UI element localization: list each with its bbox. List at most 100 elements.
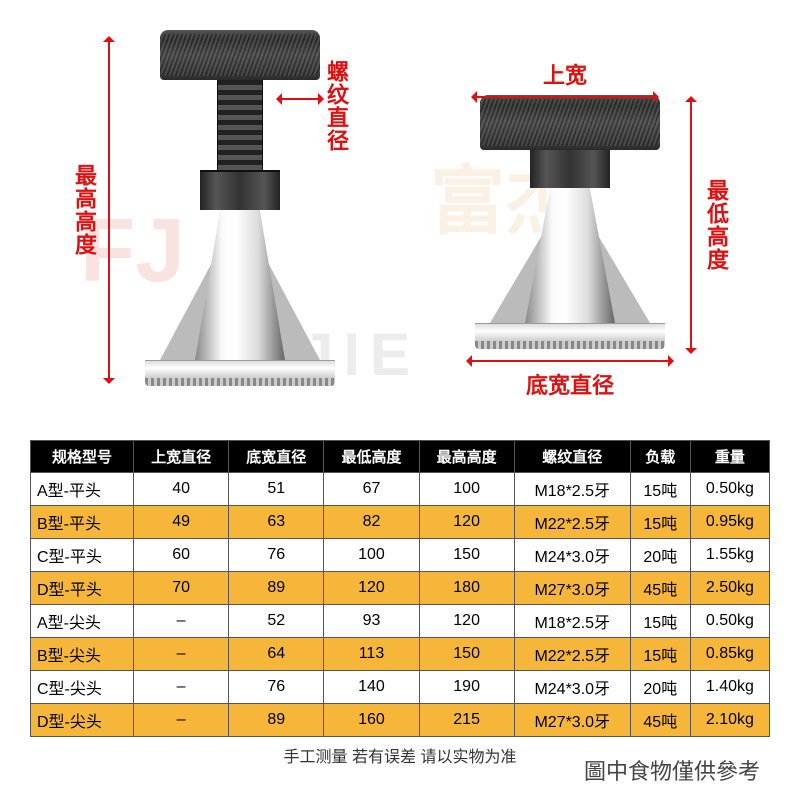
table-cell: 15吨 — [630, 605, 690, 638]
table-cell: B型-平头 — [31, 506, 134, 539]
table-head: 规格型号上宽直径底宽直径最低高度最高高度螺纹直径负载重量 — [31, 441, 770, 473]
table-header-row: 规格型号上宽直径底宽直径最低高度最高高度螺纹直径负载重量 — [31, 441, 770, 473]
table-cell: A型-尖头 — [31, 605, 134, 638]
table-row: B型-平头496382120M22*2.5牙15吨0.95kg — [31, 506, 770, 539]
dim-label: 上宽 — [475, 58, 655, 90]
table-cell: 40 — [134, 473, 229, 506]
table-cell: 180 — [419, 572, 514, 605]
table-cell: 45吨 — [630, 704, 690, 737]
dim-label: 螺纹直径 — [320, 60, 352, 152]
table-cell: 49 — [134, 506, 229, 539]
hex-nut — [200, 170, 280, 210]
table-cell: 0.95kg — [690, 506, 769, 539]
table-cell: 82 — [324, 506, 419, 539]
col-header: 最低高度 — [324, 441, 419, 473]
table-cell: 0.50kg — [690, 473, 769, 506]
table-cell: C型-平头 — [31, 539, 134, 572]
table-cell: D型-尖头 — [31, 704, 134, 737]
knurled-cap — [160, 30, 320, 80]
dim-thread-dia: 螺纹直径 — [320, 60, 352, 152]
overlay-note: 圖中食物僅供參考 — [584, 754, 760, 786]
col-header: 规格型号 — [31, 441, 134, 473]
base-plate — [475, 323, 665, 348]
table-cell: M24*3.0牙 — [514, 671, 630, 704]
table-cell: M22*2.5牙 — [514, 506, 630, 539]
dim-min-height: 最低高度 — [690, 100, 732, 350]
jack-collapsed — [460, 95, 680, 405]
knurled-cap — [480, 95, 660, 150]
col-header: 上宽直径 — [134, 441, 229, 473]
dim-line — [470, 360, 670, 362]
dim-line — [108, 40, 110, 380]
table-cell: M22*2.5牙 — [514, 638, 630, 671]
table-cell: 2.50kg — [690, 572, 769, 605]
table-cell: M27*3.0牙 — [514, 572, 630, 605]
col-header: 底宽直径 — [229, 441, 324, 473]
table-cell: 70 — [134, 572, 229, 605]
table-cell: 215 — [419, 704, 514, 737]
dim-line — [690, 100, 692, 350]
dim-base-width: 底宽直径 — [470, 360, 670, 400]
table-cell: 2.10kg — [690, 704, 769, 737]
table-cell: – — [134, 638, 229, 671]
table-cell: 120 — [324, 572, 419, 605]
table-cell: B型-尖头 — [31, 638, 134, 671]
table-cell: 89 — [229, 704, 324, 737]
threaded-rod — [217, 80, 263, 170]
table-cell: 67 — [324, 473, 419, 506]
table-cell: 64 — [229, 638, 324, 671]
dim-max-height: 最高高度 — [68, 40, 110, 380]
table-cell: 1.55kg — [690, 539, 769, 572]
table-cell: 52 — [229, 605, 324, 638]
table-cell: 160 — [324, 704, 419, 737]
table-cell: 0.85kg — [690, 638, 769, 671]
table-cell: C型-尖头 — [31, 671, 134, 704]
table-cell: 15吨 — [630, 506, 690, 539]
table-cell: – — [134, 671, 229, 704]
base-plate — [145, 360, 335, 385]
col-header: 最高高度 — [419, 441, 514, 473]
table-cell: 100 — [419, 473, 514, 506]
table-row: A型-尖头–5293120M18*2.5牙15吨0.50kg — [31, 605, 770, 638]
table-cell: 63 — [229, 506, 324, 539]
dim-top-width: 上宽 — [475, 58, 655, 98]
diagram-area: FJ 富杰 FUJIE 最高高度 螺纹直径 上宽 最低高度 底宽直径 — [0, 0, 800, 430]
table-cell: M18*2.5牙 — [514, 605, 630, 638]
table-cell: D型-平头 — [31, 572, 134, 605]
table-cell: M18*2.5牙 — [514, 473, 630, 506]
spec-table: 规格型号上宽直径底宽直径最低高度最高高度螺纹直径负载重量 A型-平头405167… — [30, 440, 770, 737]
table-cell: 45吨 — [630, 572, 690, 605]
dim-label: 底宽直径 — [470, 368, 670, 400]
table-cell: 76 — [229, 671, 324, 704]
table-cell: 140 — [324, 671, 419, 704]
table-cell: 15吨 — [630, 473, 690, 506]
table-cell: 113 — [324, 638, 419, 671]
table-cell: 93 — [324, 605, 419, 638]
table-cell: M27*3.0牙 — [514, 704, 630, 737]
table-cell: 15吨 — [630, 638, 690, 671]
dim-label: 最低高度 — [700, 179, 732, 271]
table-cell: M24*3.0牙 — [514, 539, 630, 572]
table-cell: 89 — [229, 572, 324, 605]
table-cell: 1.40kg — [690, 671, 769, 704]
col-header: 螺纹直径 — [514, 441, 630, 473]
table-cell: 100 — [324, 539, 419, 572]
table-row: D型-尖头–89160215M27*3.0牙45吨2.10kg — [31, 704, 770, 737]
table-cell: 120 — [419, 605, 514, 638]
table-cell: 60 — [134, 539, 229, 572]
table-cell: 190 — [419, 671, 514, 704]
table-cell: – — [134, 704, 229, 737]
table-cell: – — [134, 605, 229, 638]
table-cell: 20吨 — [630, 539, 690, 572]
table-cell: 76 — [229, 539, 324, 572]
jack-extended — [130, 30, 350, 410]
table-cell: A型-平头 — [31, 473, 134, 506]
table-cell: 20吨 — [630, 671, 690, 704]
cone-body — [490, 188, 650, 323]
table-cell: 150 — [419, 539, 514, 572]
dim-label: 最高高度 — [68, 164, 100, 256]
table-row: C型-尖头–76140190M24*3.0牙20吨1.40kg — [31, 671, 770, 704]
col-header: 负载 — [630, 441, 690, 473]
cone-body — [160, 210, 320, 360]
dim-line — [475, 96, 655, 98]
